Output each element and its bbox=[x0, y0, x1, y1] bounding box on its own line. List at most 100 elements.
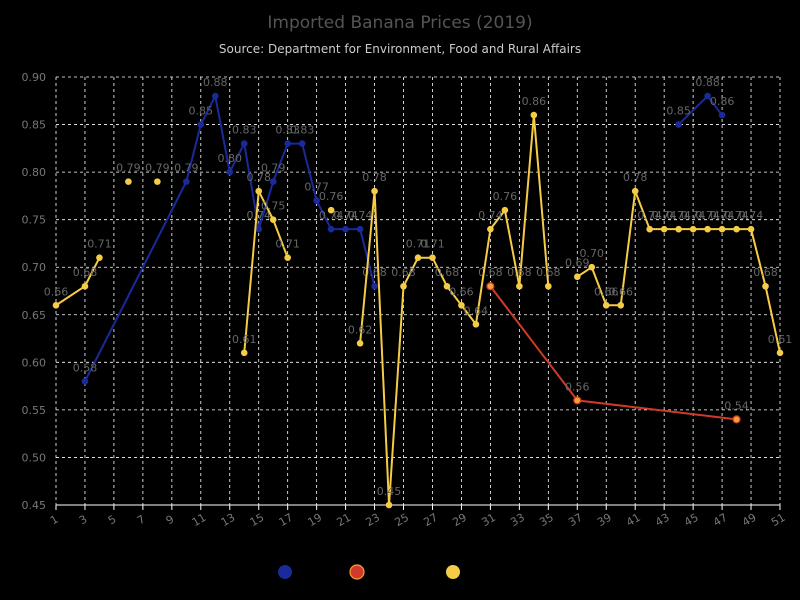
data-point bbox=[240, 349, 248, 357]
data-point bbox=[732, 415, 741, 424]
x-tick-label: 17 bbox=[277, 511, 296, 529]
data-point bbox=[602, 301, 610, 309]
data-point bbox=[516, 282, 523, 290]
data-point bbox=[356, 225, 364, 233]
legend-marker-2[interactable] bbox=[446, 565, 460, 579]
data-point bbox=[255, 187, 263, 195]
data-point bbox=[371, 282, 378, 290]
data-point bbox=[385, 501, 393, 509]
y-tick-label: 0.85 bbox=[22, 119, 47, 132]
data-point bbox=[776, 349, 784, 357]
data-label: 0.85 bbox=[666, 105, 691, 118]
data-label: 0.58 bbox=[73, 361, 98, 374]
data-label: 0.68 bbox=[536, 266, 561, 279]
data-point bbox=[733, 225, 740, 233]
data-label: 0.70 bbox=[580, 247, 605, 260]
series-layer: 0.580.790.850.880.800.830.740.790.830.83… bbox=[44, 76, 793, 509]
x-tick-label: 47 bbox=[711, 511, 730, 529]
data-point bbox=[197, 121, 205, 128]
data-point bbox=[530, 111, 538, 119]
data-label: 0.74 bbox=[478, 209, 503, 222]
data-label: 0.66 bbox=[608, 285, 633, 298]
data-point bbox=[646, 225, 653, 233]
data-point bbox=[472, 320, 480, 328]
data-label: 0.88 bbox=[203, 76, 228, 89]
data-point bbox=[443, 282, 451, 290]
data-point bbox=[269, 178, 277, 185]
y-tick-label: 0.65 bbox=[22, 309, 47, 322]
data-label: 0.79 bbox=[116, 162, 141, 175]
data-label: 0.74 bbox=[333, 209, 358, 222]
data-label: 0.54 bbox=[724, 399, 749, 412]
data-point bbox=[487, 225, 494, 233]
data-point bbox=[689, 225, 697, 233]
legend-marker-0[interactable] bbox=[278, 565, 292, 579]
x-tick-label: 21 bbox=[335, 511, 354, 529]
x-tick-label: 37 bbox=[566, 511, 585, 529]
x-tick-label: 9 bbox=[164, 513, 177, 528]
data-point bbox=[298, 140, 306, 147]
data-point bbox=[96, 254, 103, 262]
x-tick-label: 45 bbox=[682, 511, 701, 529]
data-point bbox=[573, 396, 582, 405]
data-point bbox=[154, 178, 161, 185]
data-label: 0.71 bbox=[406, 238, 431, 251]
y-tick-label: 0.55 bbox=[22, 404, 47, 417]
data-point bbox=[183, 178, 190, 185]
x-tick-label: 41 bbox=[624, 511, 643, 529]
data-label: 0.78 bbox=[362, 171, 387, 184]
data-label: 0.68 bbox=[478, 266, 503, 279]
chart-title: Imported Banana Prices (2019) bbox=[267, 13, 532, 33]
x-tick-label: 7 bbox=[135, 513, 148, 528]
x-tick-label: 19 bbox=[306, 511, 325, 529]
data-point bbox=[327, 206, 335, 214]
x-tick-label: 15 bbox=[248, 511, 267, 529]
data-label: 0.75 bbox=[261, 200, 286, 213]
data-point bbox=[704, 225, 711, 233]
data-point bbox=[284, 140, 291, 147]
data-label: 0.86 bbox=[522, 95, 547, 108]
series-2: 0.66 0.68 0.71 0.79 0.79 0.61 0.78 0.75 0.71 0.76… bbox=[44, 95, 793, 509]
data-label: 0.74 bbox=[319, 209, 344, 222]
x-tick-label: 39 bbox=[595, 511, 614, 529]
data-point bbox=[371, 187, 378, 195]
data-point bbox=[660, 225, 668, 233]
data-label: 0.66 bbox=[449, 285, 474, 298]
data-point bbox=[762, 282, 769, 290]
legend[interactable] bbox=[278, 564, 460, 580]
y-tick-label: 0.80 bbox=[22, 166, 47, 179]
x-tick-label: 29 bbox=[450, 511, 469, 529]
data-label: 0.74 bbox=[666, 209, 691, 222]
data-label: 0.74 bbox=[724, 209, 749, 222]
x-tick-label: 35 bbox=[537, 511, 556, 529]
data-point bbox=[675, 225, 682, 233]
data-point bbox=[313, 197, 320, 204]
data-label: 0.64 bbox=[464, 304, 489, 317]
y-tick-label: 0.90 bbox=[22, 71, 47, 84]
x-tick-label: 23 bbox=[363, 511, 382, 529]
legend-marker-1[interactable] bbox=[349, 564, 365, 580]
x-tick-label: 1 bbox=[48, 513, 61, 528]
x-tick-label: 51 bbox=[769, 511, 788, 529]
x-tick-label: 13 bbox=[219, 511, 238, 529]
data-point bbox=[631, 187, 639, 195]
data-label: 0.80 bbox=[218, 152, 243, 165]
x-tick-label: 49 bbox=[740, 511, 759, 529]
data-label: 0.74 bbox=[652, 209, 677, 222]
data-point bbox=[327, 225, 335, 233]
data-point bbox=[414, 254, 422, 262]
data-label: 0.74 bbox=[710, 209, 735, 222]
data-point bbox=[52, 301, 60, 309]
data-label: 0.68 bbox=[435, 266, 460, 279]
data-label: 0.66 bbox=[594, 285, 619, 298]
data-label: 0.71 bbox=[87, 238, 112, 251]
data-label: 0.83 bbox=[290, 124, 315, 137]
y-tick-label: 0.45 bbox=[22, 499, 47, 512]
data-point bbox=[342, 225, 349, 233]
data-point bbox=[573, 273, 581, 281]
data-label: 0.61 bbox=[768, 333, 793, 346]
axes: 0.45 0.50 0.55 0.60 0.65 0.70 0.75 0.80 0.85 0.90… bbox=[22, 71, 788, 529]
data-point bbox=[545, 282, 552, 290]
y-tick-label: 0.60 bbox=[22, 356, 47, 369]
